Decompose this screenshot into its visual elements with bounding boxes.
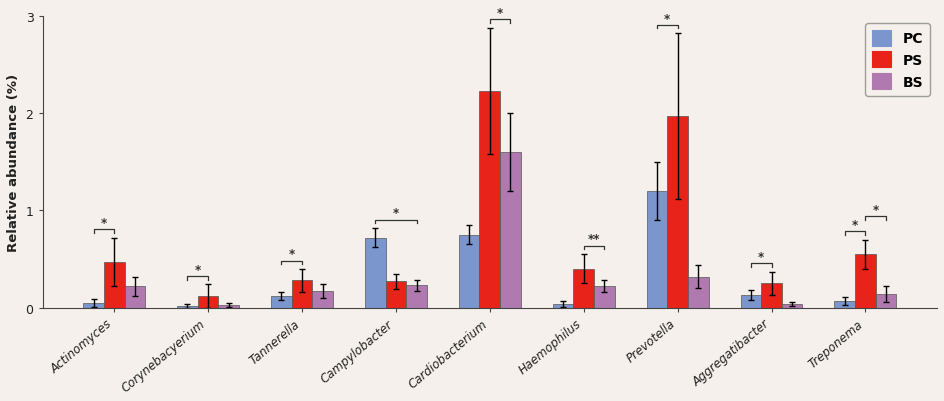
Bar bbox=[667, 117, 688, 308]
Bar bbox=[552, 304, 573, 308]
Bar bbox=[125, 287, 145, 308]
Bar bbox=[218, 305, 239, 308]
Bar bbox=[876, 294, 897, 308]
Bar bbox=[104, 262, 125, 308]
Bar bbox=[271, 296, 292, 308]
Text: *: * bbox=[665, 12, 670, 26]
Text: *: * bbox=[194, 263, 201, 276]
Text: *: * bbox=[497, 7, 503, 20]
Bar bbox=[740, 296, 761, 308]
Text: *: * bbox=[758, 250, 765, 263]
Bar bbox=[782, 304, 802, 308]
Bar bbox=[834, 301, 855, 308]
Text: *: * bbox=[101, 217, 107, 229]
Bar bbox=[292, 281, 312, 308]
Text: *: * bbox=[872, 203, 879, 216]
Bar bbox=[647, 192, 667, 308]
Bar bbox=[761, 284, 782, 308]
Bar bbox=[365, 238, 385, 308]
Bar bbox=[594, 287, 615, 308]
Text: *: * bbox=[289, 247, 295, 260]
Bar bbox=[197, 296, 218, 308]
Bar bbox=[459, 235, 480, 308]
Bar bbox=[406, 286, 427, 308]
Bar bbox=[688, 277, 709, 308]
Bar bbox=[312, 292, 333, 308]
Bar bbox=[573, 269, 594, 308]
Y-axis label: Relative abundance (%): Relative abundance (%) bbox=[7, 73, 20, 251]
Bar bbox=[855, 255, 876, 308]
Bar bbox=[385, 282, 406, 308]
Bar bbox=[500, 153, 521, 308]
Bar bbox=[83, 303, 104, 308]
Text: **: ** bbox=[588, 233, 600, 246]
Bar bbox=[480, 91, 500, 308]
Text: *: * bbox=[393, 207, 399, 220]
Text: *: * bbox=[851, 218, 858, 231]
Legend: PC, PS, BS: PC, PS, BS bbox=[865, 24, 930, 97]
Bar bbox=[177, 306, 197, 308]
